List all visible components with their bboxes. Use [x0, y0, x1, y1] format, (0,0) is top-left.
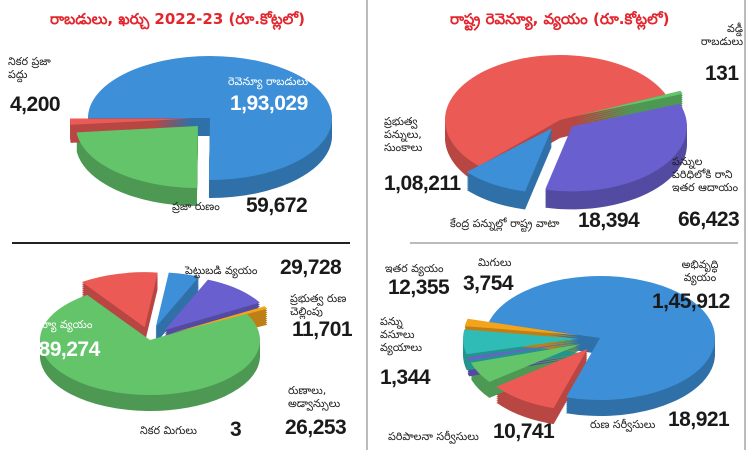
pie-2-slice-0: [445, 55, 666, 166]
label-public-debt: ప్రజా రుణం: [172, 200, 220, 213]
value-interest-receipts: 131: [705, 62, 739, 85]
chart-title-revenue: రాష్ట్ర రెవెన్యూ, వ్యయం (రూ.కోట్లలో): [450, 10, 670, 28]
value-net-public-account: 4,200: [10, 93, 61, 116]
label-net-surplus: నికర మిగులు: [140, 424, 197, 437]
label-revenue-expenditure: రెవెన్యూ వ్యయం: [22, 318, 93, 331]
pie-1-slice-0: [39, 294, 260, 395]
value-surplus: 3,754: [463, 272, 514, 295]
pie-3-slice-3: [467, 341, 579, 361]
pie-1-slice-2: [155, 272, 200, 328]
label-other-expenditure: ఇతర వ్యయం: [385, 262, 444, 275]
label-state-taxes: ప్రభుత్వ పన్నులు, సుంకాలు: [384, 115, 423, 154]
value-tax-collection: 1,344: [380, 366, 431, 389]
value-state-taxes: 1,08,211: [384, 172, 461, 195]
label-development-expenditure: అభివృద్ధి వ్యయం: [681, 258, 719, 284]
label-interest-receipts: వడ్డీ రాబడులు: [700, 22, 743, 48]
value-other-expenditure: 12,355: [388, 276, 450, 299]
label-surplus: మిగులు: [478, 256, 512, 269]
pie-2-slice-2: [545, 103, 687, 192]
pie-3-slice-0: [488, 275, 716, 400]
value-net-surplus: 3: [230, 418, 242, 441]
label-non-tax-revenue: పన్నుల పరిధిలోకి రాని ఇతర ఆదాయం: [672, 155, 739, 194]
value-administrative-services: 10,741: [493, 420, 555, 443]
chart-title-receipts: రాబడులు, ఖర్చు 2022-23 (రూ.కోట్లలో): [50, 10, 305, 28]
pie-0-slice-1: [76, 125, 198, 188]
pie-3-slice-2: [470, 344, 581, 382]
pie-0-slice-0: [88, 55, 332, 180]
pie-2-slice-1: [574, 90, 683, 117]
label-debt-repayment: ప్రభుత్వ రుణ చెల్లింపు: [290, 292, 347, 318]
label-loans-advances: రుణాలు, అడ్వాన్సులు: [288, 384, 341, 410]
pie-0-slice-2: [70, 118, 193, 125]
value-public-debt: 59,672: [246, 194, 308, 217]
label-net-public-account: నికర ప్రజా పద్దు: [8, 55, 51, 81]
pie-3-slice-5: [464, 318, 579, 336]
value-central-tax-share: 18,394: [578, 209, 640, 232]
value-development-expenditure: 1,45,912: [652, 290, 730, 313]
value-revenue-receipts: 1,93,029: [230, 92, 308, 115]
value-debt-services: 18,921: [668, 408, 730, 431]
pie-3-slice-1: [496, 348, 588, 409]
value-loans-advances: 26,253: [285, 416, 347, 439]
label-capital-expenditure: పెట్టుబడి వ్యయం: [185, 264, 258, 277]
value-non-tax-revenue: 66,423: [678, 208, 740, 231]
label-debt-services: రుణ సర్వీసులు: [590, 418, 656, 431]
pie-3-slice-4: [463, 329, 579, 355]
label-central-tax-share: కేంద్ర పన్నుల్లో రాష్ట్ర వాటా: [450, 217, 560, 230]
pie-1-slice-4: [169, 306, 268, 334]
pie-1-slice-3: [164, 279, 260, 331]
pie-2-slice-3: [466, 128, 552, 192]
pie-1-slice-1: [81, 272, 158, 328]
label-revenue-receipts: రెవెన్యూ రాబడులు: [228, 75, 309, 88]
label-administrative-services: పరిపాలనా సర్వీసులు: [388, 430, 479, 443]
value-debt-repayment: 11,701: [292, 318, 353, 341]
label-tax-collection: పన్ను వసూలు వ్యయాలు: [380, 315, 423, 354]
value-revenue-expenditure: 1,89,274: [22, 338, 100, 361]
value-capital-expenditure: 29,728: [280, 256, 342, 279]
